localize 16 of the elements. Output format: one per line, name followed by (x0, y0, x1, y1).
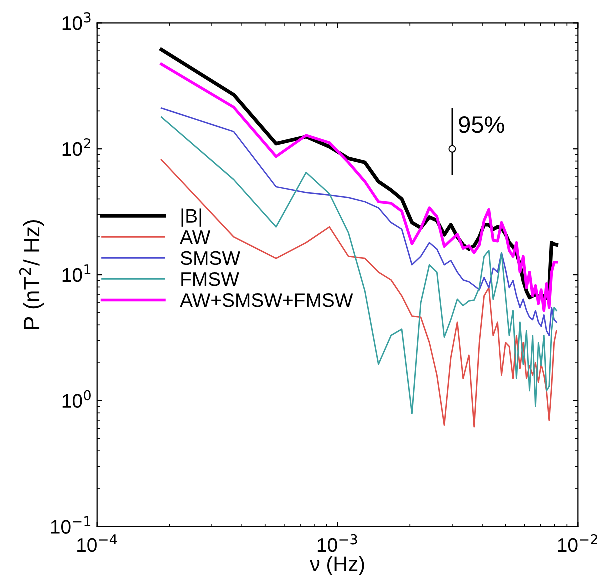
y-tick-label: 10$^{2}$ (62, 138, 90, 156)
annotation: 95% (459, 116, 504, 134)
x-axis-title: ν (Hz) (310, 556, 364, 576)
y-tick-label: 10$^{1}$ (62, 264, 91, 282)
legend-label: |B| (182, 208, 202, 227)
legend-label: FMSW (182, 272, 240, 286)
legend-label: SMSW (180, 251, 240, 266)
x-tick-label: 10$^{−4}$ (78, 534, 118, 552)
x-tick-label: 10$^{−2}$ (558, 534, 598, 552)
y-tick-label: 10$^{−1}$ (51, 516, 91, 534)
x-tick-label: 10$^{−3}$ (318, 534, 358, 552)
legend-label: AW (180, 230, 211, 244)
legend-label: AW+SMSW+FMSW (180, 293, 354, 308)
y-tick-label: 10$^{0}$ (62, 390, 91, 408)
y-tick-label: 10$^{3}$ (62, 12, 91, 30)
y-axis-title: P (nT$^{2}$/ Hz) (19, 220, 44, 330)
